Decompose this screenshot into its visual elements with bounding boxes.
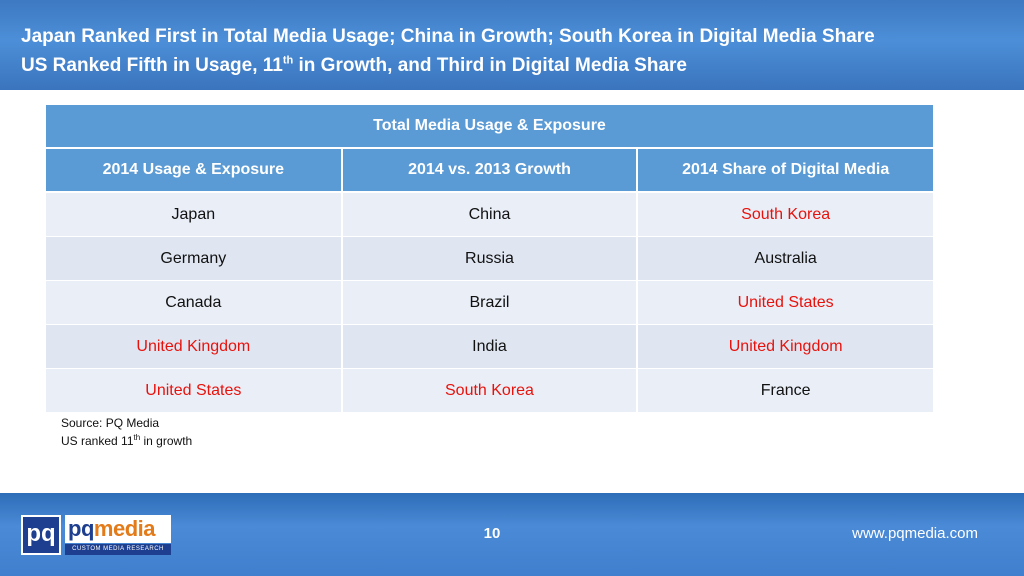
table-row: Japan China South Korea	[46, 192, 933, 237]
table-cell: Australia	[637, 236, 933, 281]
headline-line-2-superscript: th	[282, 54, 294, 67]
table-row: United Kingdom India United Kingdom	[46, 324, 933, 369]
growth-rank-note: US ranked 11th in growth	[61, 432, 192, 450]
table-cell: Russia	[341, 236, 639, 281]
page-number: 10	[483, 525, 501, 542]
table-cell-highlighted: United Kingdom	[637, 324, 933, 369]
table-cell-highlighted: South Korea	[637, 192, 933, 237]
website-link[interactable]: www.pqmedia.com	[852, 525, 978, 542]
table-cell: Japan	[46, 192, 343, 237]
source-note: Source: PQ Media	[61, 416, 160, 430]
table-cell: China	[341, 192, 639, 237]
table-cell-highlighted: United States	[637, 280, 933, 325]
headline-line-1: Japan Ranked First in Total Media Usage;…	[21, 26, 875, 47]
headline-line-2-prefix: US Ranked Fifth in Usage, 11	[21, 55, 283, 76]
headline-line-2-suffix: in Growth, and Third in Digital Media Sh…	[293, 55, 687, 76]
slide-header: Japan Ranked First in Total Media Usage;…	[0, 0, 1024, 90]
table-cell: Germany	[46, 236, 343, 281]
table-cell: Brazil	[341, 280, 639, 325]
table-row: Canada Brazil United States	[46, 280, 933, 325]
table-cell: Canada	[46, 280, 343, 325]
table-header-row: 2014 Usage & Exposure 2014 vs. 2013 Grow…	[46, 148, 933, 193]
logo-wordmark-pq: pq	[68, 516, 94, 541]
column-header-usage: 2014 Usage & Exposure	[46, 148, 343, 193]
rankings-table-container: Total Media Usage & Exposure 2014 Usage …	[46, 105, 933, 413]
rankings-table: Total Media Usage & Exposure 2014 Usage …	[46, 105, 933, 413]
logo-tagline: CUSTOM MEDIA RESEARCH	[65, 544, 171, 555]
logo-wordmark-media: media	[93, 516, 156, 541]
logo-pq-mark: pq	[21, 515, 61, 555]
table-row: United States South Korea France	[46, 368, 933, 413]
growth-rank-prefix: US ranked 11	[61, 434, 134, 448]
table-cell-highlighted: United Kingdom	[46, 324, 343, 369]
table-cell-highlighted: United States	[46, 368, 343, 413]
table-title: Total Media Usage & Exposure	[46, 105, 933, 149]
growth-rank-superscript: th	[133, 433, 141, 442]
column-header-growth: 2014 vs. 2013 Growth	[341, 148, 639, 193]
logo-wordmark: pqmedia	[65, 515, 171, 543]
table-cell-highlighted: South Korea	[341, 368, 639, 413]
pqmedia-logo: pq pqmedia CUSTOM MEDIA RESEARCH	[21, 515, 171, 555]
column-header-digital-share: 2014 Share of Digital Media	[637, 148, 933, 193]
headline-line-2: US Ranked Fifth in Usage, 11th in Growth…	[21, 51, 1024, 80]
table-cell: India	[341, 324, 639, 369]
table-cell: France	[637, 368, 933, 413]
growth-rank-suffix: in growth	[140, 434, 193, 448]
table-title-row: Total Media Usage & Exposure	[46, 105, 933, 149]
slide-footer: pq pqmedia CUSTOM MEDIA RESEARCH 10 www.…	[0, 493, 1024, 576]
table-row: Germany Russia Australia	[46, 236, 933, 281]
footnotes: Source: PQ Media US ranked 11th in growt…	[61, 414, 192, 450]
